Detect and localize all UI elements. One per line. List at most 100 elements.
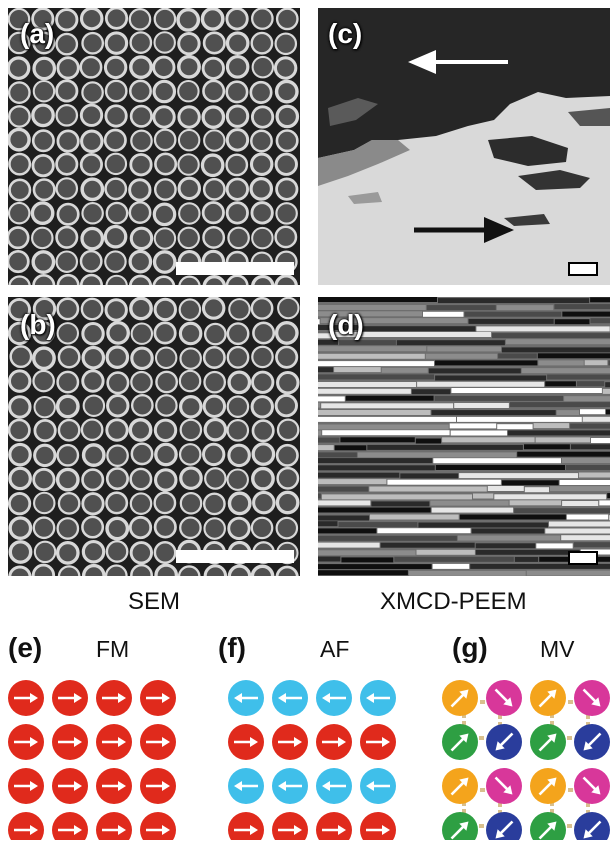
nanoisland — [82, 394, 106, 417]
nanoisland — [251, 370, 275, 394]
domain-stripe — [318, 550, 416, 556]
domain-stripe — [318, 542, 380, 548]
nanoisland — [178, 202, 201, 225]
domain-stripe — [396, 340, 505, 346]
nanoisland — [200, 8, 225, 31]
nanoisland — [128, 515, 153, 540]
spin-moment — [316, 768, 352, 804]
nanoisland — [32, 31, 56, 55]
domain-stripe — [517, 451, 610, 457]
domain-stripe — [411, 389, 451, 395]
domain-stripe — [449, 423, 497, 429]
nanoisland — [178, 298, 202, 321]
nanoisland — [178, 275, 201, 285]
domain-stripe — [459, 473, 578, 479]
nanoisland — [81, 563, 106, 576]
nanoisland — [32, 297, 57, 321]
nanoisland — [106, 394, 130, 418]
spin-moment — [486, 812, 522, 840]
nanoisland — [57, 492, 81, 515]
nanoisland — [274, 152, 298, 176]
nanoisland — [276, 370, 300, 395]
nanoisland — [103, 55, 128, 80]
nanoisland — [8, 31, 31, 55]
spin-moment — [574, 724, 610, 760]
nanoisland — [8, 275, 31, 285]
domain-stripe — [423, 311, 464, 317]
domain-stripe — [320, 318, 468, 324]
domain-stripe — [508, 430, 610, 436]
nanoisland — [251, 8, 274, 30]
domain-stripe — [559, 480, 610, 485]
nanoisland — [79, 249, 103, 273]
domain-stripe — [318, 437, 340, 443]
domain-stripe — [318, 361, 434, 367]
nanoisland — [153, 128, 177, 152]
nanoisland — [250, 516, 274, 540]
spin-moment — [52, 812, 88, 840]
domain-stripe — [590, 297, 610, 303]
nanoisland — [30, 201, 55, 226]
nanoisland — [129, 55, 153, 80]
domain-stripe — [487, 486, 524, 491]
panel-label-b: (b) — [20, 309, 56, 340]
domain-stripe — [367, 444, 523, 450]
domain-stripe — [318, 430, 322, 436]
domain-stripe — [475, 549, 580, 555]
nanoisland — [104, 152, 128, 176]
domain-stripe — [431, 410, 556, 416]
nanoisland — [250, 129, 273, 153]
nanoisland — [179, 491, 203, 515]
nanoisland — [202, 394, 227, 418]
domain-stripe — [537, 353, 610, 359]
nanoisland — [57, 565, 81, 576]
nanoisland — [276, 418, 300, 442]
nanoisland — [129, 104, 153, 128]
domain-stripe — [497, 424, 533, 430]
nanoisland — [153, 541, 177, 564]
domain-stripe — [605, 382, 610, 388]
nanoisland — [104, 31, 129, 55]
nanoisland — [129, 226, 154, 251]
nanoisland — [178, 395, 203, 419]
sem-panel-b: (b) — [8, 297, 300, 576]
spin-moment — [316, 680, 352, 716]
domain-stripe — [502, 480, 559, 486]
spin-moment — [530, 768, 566, 804]
domain-stripe — [547, 374, 610, 380]
domain-stripe — [321, 494, 472, 500]
spin-moment — [316, 812, 352, 840]
nanoisland — [103, 224, 128, 249]
nanoisland — [55, 32, 79, 56]
nanoisland — [129, 153, 153, 177]
nanoisland — [177, 105, 201, 129]
nanoisland — [274, 225, 298, 249]
nanoisland — [105, 467, 129, 491]
domain-stripe — [318, 382, 417, 387]
nanoisland — [80, 177, 105, 202]
arrow-left-head — [408, 50, 436, 74]
spin-moment — [360, 768, 396, 804]
nanoisland — [203, 417, 228, 442]
spin-moment — [96, 768, 132, 804]
nanoisland — [225, 153, 249, 177]
nanoisland — [152, 105, 176, 129]
nanoisland — [202, 226, 226, 249]
nanoisland — [56, 517, 80, 540]
domain-stripe — [380, 542, 475, 548]
nanoisland — [129, 79, 152, 103]
nanoisland — [250, 201, 274, 225]
nanoisland — [275, 8, 299, 31]
spin-moment — [140, 680, 176, 716]
nanoisland — [128, 201, 152, 224]
nanoisland — [80, 226, 105, 251]
domain-stripe — [318, 452, 357, 458]
nanoisland — [106, 444, 129, 468]
nanoisland — [128, 8, 152, 31]
domain-stripe — [549, 521, 610, 527]
domain-stripe — [494, 494, 607, 500]
nanoisland — [33, 491, 56, 515]
nanoisland — [225, 201, 249, 225]
spin-moment — [140, 768, 176, 804]
domain-stripe — [435, 375, 547, 381]
